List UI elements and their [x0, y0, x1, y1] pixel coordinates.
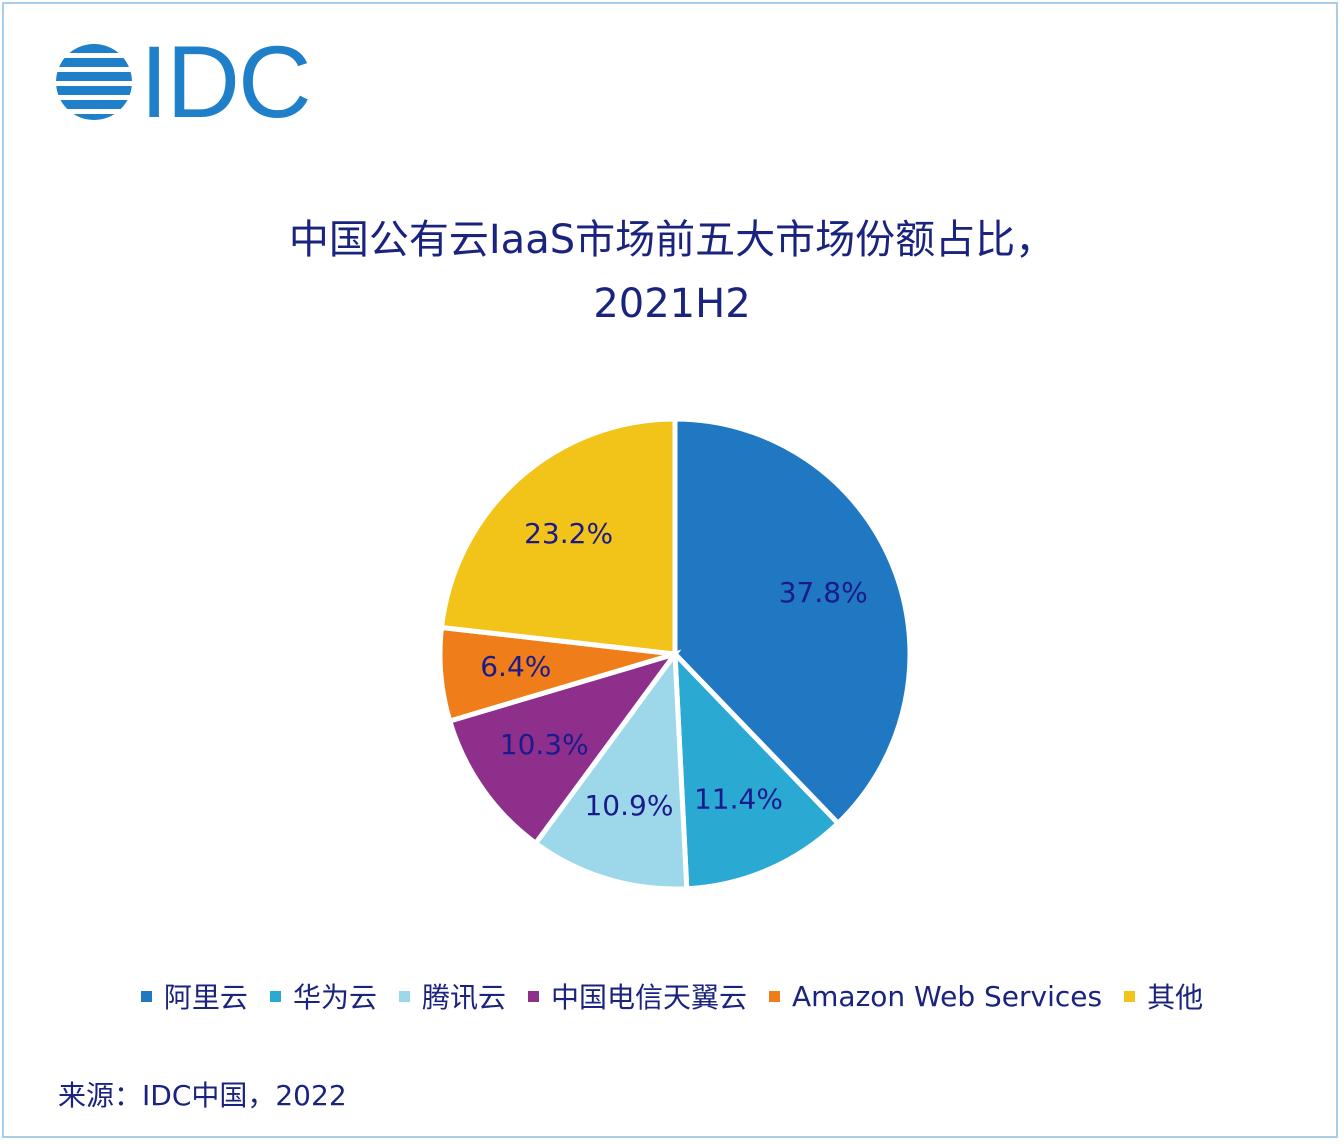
pie-slice — [672, 416, 913, 827]
logo-text: IDC — [140, 25, 312, 139]
legend-item: 其他 — [1124, 976, 1203, 1016]
data-label: 37.8% — [779, 576, 868, 609]
data-label: 11.4% — [694, 783, 783, 816]
logo: IDC — [54, 31, 312, 133]
legend-swatch — [398, 990, 410, 1002]
data-label: 10.9% — [584, 789, 673, 822]
legend-swatch — [269, 990, 281, 1002]
legend-swatch — [140, 990, 152, 1002]
chart-title: 中国公有云IaaS市场前五大市场份额占比，2021H2 — [288, 217, 1056, 327]
data-label: 6.4% — [480, 650, 551, 683]
pie-slice — [672, 647, 842, 892]
data-label: 23.2% — [524, 517, 613, 550]
pie-slice — [438, 416, 678, 657]
legend-item: 腾讯云 — [398, 976, 506, 1016]
legend-label: 腾讯云 — [421, 981, 506, 1014]
legend: 阿里云 华为云 腾讯云 中国电信天翼云 Amazon Web Services 其他 — [0, 976, 1344, 1016]
chart-title-box: 中国公有云IaaS市场前五大市场份额占比，2021H2 — [200, 208, 1144, 336]
source: 来源：IDC中国，2022 — [58, 1079, 347, 1112]
legend-swatch — [768, 990, 780, 1002]
legend-label: 其他 — [1147, 981, 1204, 1014]
legend-swatch — [527, 990, 539, 1002]
pie-slice — [446, 649, 682, 847]
legend-swatch — [1124, 990, 1136, 1002]
legend-label: 华为云 — [292, 981, 377, 1014]
data-label: 10.3% — [500, 728, 589, 761]
legend-item: Amazon Web Services — [768, 976, 1103, 1016]
logo-globe — [56, 44, 132, 120]
legend-item: 阿里云 — [140, 976, 248, 1016]
legend-label: 阿里云 — [163, 981, 248, 1014]
legend-item: 华为云 — [269, 976, 377, 1016]
legend-label: Amazon Web Services — [791, 979, 1103, 1013]
legend-label: 中国电信天翼云 — [550, 981, 747, 1014]
pie-slice — [532, 646, 690, 892]
legend-item: 中国电信天翼云 — [527, 976, 747, 1016]
